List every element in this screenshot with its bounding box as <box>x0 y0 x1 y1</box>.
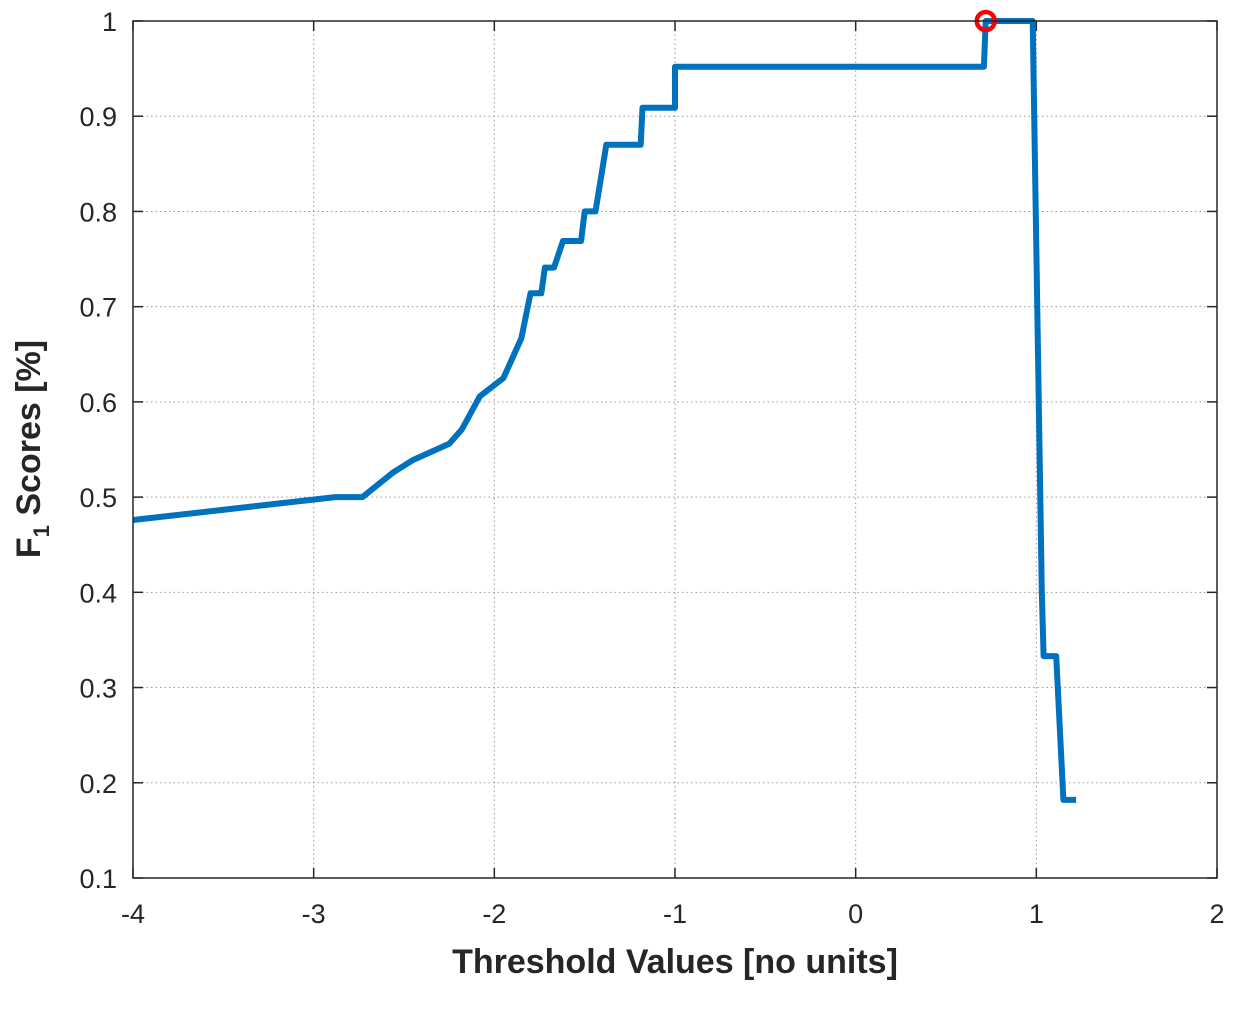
x-tick-label: 1 <box>1029 899 1044 929</box>
x-axis-label: Threshold Values [no units] <box>452 943 898 981</box>
x-tick-label: -3 <box>302 899 326 929</box>
y-tick-label: 0.7 <box>79 293 117 323</box>
y-tick-label: 0.6 <box>79 388 117 418</box>
y-axis-label: F1 Scores [%] <box>10 340 54 558</box>
x-tick-label: 2 <box>1209 899 1224 929</box>
y-axis-label-rest: Scores [%] <box>10 340 48 525</box>
y-tick-label: 0.3 <box>79 674 117 704</box>
y-tick-label: 0.4 <box>79 578 117 608</box>
y-tick-label: 0.2 <box>79 769 117 799</box>
tick-labels: -4 -3 -2 -1 0 1 2 0.1 0.2 0.3 0.4 0.5 0.6 0.7 0.8 0.9 1 <box>79 7 1224 929</box>
x-tick-label: -1 <box>663 899 687 929</box>
y-tick-label: 0.5 <box>79 483 117 513</box>
x-tick-label: -2 <box>482 899 506 929</box>
y-axis-label-main: F <box>10 537 48 558</box>
y-axis-label-subscript: 1 <box>29 525 54 537</box>
y-tick-label: 0.9 <box>79 102 117 132</box>
x-tick-label: 0 <box>848 899 863 929</box>
y-tick-label: 0.1 <box>79 864 117 894</box>
y-tick-label: 0.8 <box>79 197 117 227</box>
plot-frame <box>132 20 1218 879</box>
y-tick-label: 1 <box>102 7 117 37</box>
x-tick-label: -4 <box>121 899 145 929</box>
